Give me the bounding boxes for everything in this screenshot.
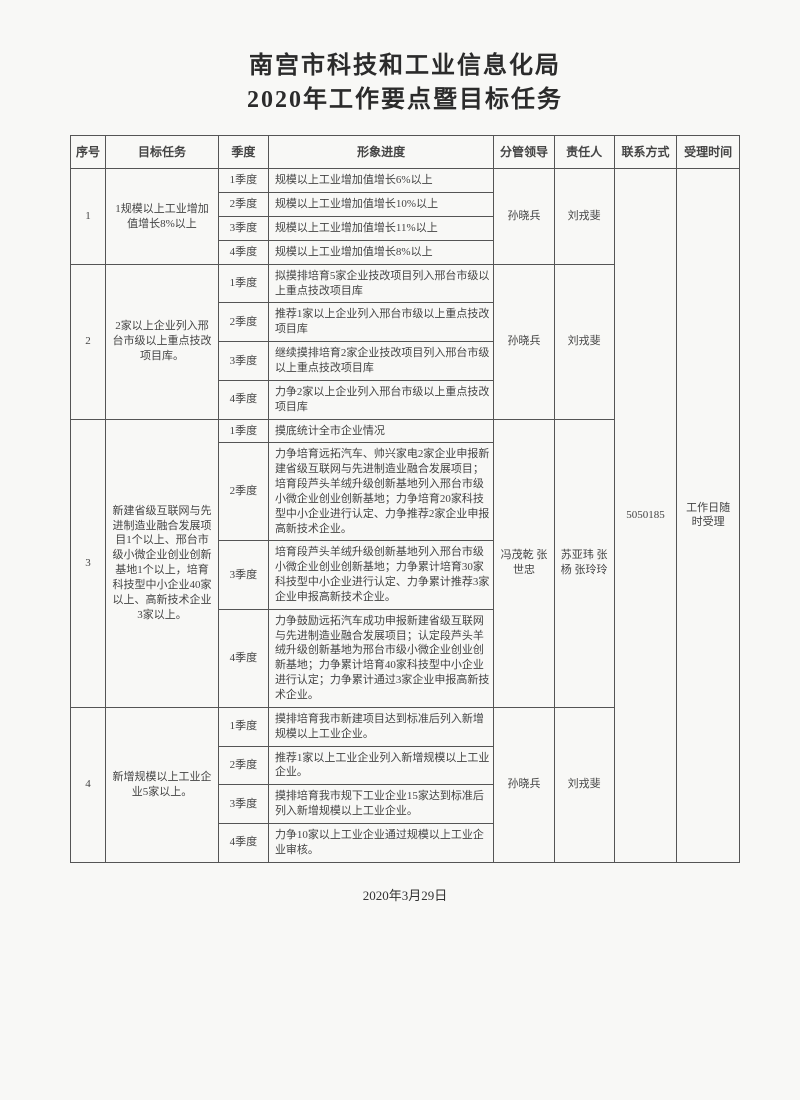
cell-qtr: 1季度 [218, 707, 268, 746]
cell-seq: 1 [71, 169, 106, 264]
title-line-2: 2020年工作要点暨目标任务 [247, 87, 563, 113]
footer-date: 2020年3月29日 [70, 885, 740, 904]
cell-sup: 冯茂乾 张世忠 [494, 419, 554, 707]
cell-prog: 规模以上工业增加值增长11%以上 [268, 217, 494, 241]
cell-qtr: 1季度 [218, 264, 268, 303]
cell-seq: 2 [71, 264, 106, 419]
cell-qtr: 4季度 [218, 609, 268, 707]
cell-qtr: 2季度 [218, 193, 268, 217]
table-row: 1 1规模以上工业增加值增长8%以上 1季度 规模以上工业增加值增长6%以上 孙… [71, 169, 740, 193]
col-seq: 序号 [71, 136, 106, 169]
cell-resp: 刘戎斐 [554, 707, 614, 862]
table-header-row: 序号 目标任务 季度 形象进度 分管领导 责任人 联系方式 受理时间 [71, 136, 740, 169]
cell-resp: 刘戎斐 [554, 264, 614, 419]
cell-seq: 4 [71, 707, 106, 862]
cell-qtr: 2季度 [218, 443, 268, 541]
cell-qtr: 3季度 [218, 342, 268, 381]
col-prog: 形象进度 [268, 136, 494, 169]
cell-task: 2家以上企业列入邢台市级以上重点技改项目库。 [106, 264, 219, 419]
cell-qtr: 2季度 [218, 303, 268, 342]
cell-prog: 力争鼓励远拓汽车成功申报新建省级互联网与先进制造业融合发展项目；认定段芦头羊绒升… [268, 609, 494, 707]
cell-qtr: 3季度 [218, 217, 268, 241]
document-title: 南宫市科技和工业信息化局 2020年工作要点暨目标任务 [70, 50, 740, 117]
col-resp: 责任人 [554, 136, 614, 169]
cell-qtr: 1季度 [218, 169, 268, 193]
cell-prog: 规模以上工业增加值增长10%以上 [268, 193, 494, 217]
cell-qtr: 4季度 [218, 240, 268, 264]
cell-prog: 规模以上工业增加值增长6%以上 [268, 169, 494, 193]
cell-prog: 继续摸排培育2家企业技改项目列入邢台市级以上重点技改项目库 [268, 342, 494, 381]
cell-prog: 摸底统计全市企业情况 [268, 419, 494, 443]
cell-prog: 摸排培育我市规下工业企业15家达到标准后列入新增规模以上工业企业。 [268, 785, 494, 824]
cell-sup: 孙晓兵 [494, 169, 554, 264]
cell-time: 工作日随时受理 [677, 169, 740, 862]
cell-seq: 3 [71, 419, 106, 707]
col-sup: 分管领导 [494, 136, 554, 169]
col-qtr: 季度 [218, 136, 268, 169]
cell-tel: 5050185 [614, 169, 677, 862]
cell-qtr: 4季度 [218, 823, 268, 862]
col-task: 目标任务 [106, 136, 219, 169]
cell-resp: 苏亚玮 张 杨 张玲玲 [554, 419, 614, 707]
table-body: 1 1规模以上工业增加值增长8%以上 1季度 规模以上工业增加值增长6%以上 孙… [71, 169, 740, 862]
cell-qtr: 4季度 [218, 380, 268, 419]
cell-resp: 刘戎斐 [554, 169, 614, 264]
cell-task: 新增规模以上工业企业5家以上。 [106, 707, 219, 862]
cell-task: 1规模以上工业增加值增长8%以上 [106, 169, 219, 264]
cell-qtr: 3季度 [218, 785, 268, 824]
cell-prog: 推荐1家以上工业企业列入新增规模以上工业企业。 [268, 746, 494, 785]
title-line-1: 南宫市科技和工业信息化局 [249, 53, 561, 79]
cell-sup: 孙晓兵 [494, 707, 554, 862]
cell-qtr: 1季度 [218, 419, 268, 443]
cell-prog: 培育段芦头羊绒升级创新基地列入邢台市级小微企业创业创新基地；力争累计培育30家科… [268, 541, 494, 609]
cell-prog: 力争2家以上企业列入邢台市级以上重点技改项目库 [268, 380, 494, 419]
col-time: 受理时间 [677, 136, 740, 169]
cell-qtr: 2季度 [218, 746, 268, 785]
document-page: 南宫市科技和工业信息化局 2020年工作要点暨目标任务 序号 目标任务 季度 形… [0, 0, 800, 1100]
cell-sup: 孙晓兵 [494, 264, 554, 419]
col-tel: 联系方式 [614, 136, 677, 169]
cell-qtr: 3季度 [218, 541, 268, 609]
cell-prog: 摸排培育我市新建项目达到标准后列入新增规模以上工业企业。 [268, 707, 494, 746]
cell-prog: 力争10家以上工业企业通过规模以上工业企业审核。 [268, 823, 494, 862]
cell-prog: 力争培育远拓汽车、帅兴家电2家企业申报新建省级互联网与先进制造业融合发展项目；培… [268, 443, 494, 541]
task-table: 序号 目标任务 季度 形象进度 分管领导 责任人 联系方式 受理时间 1 1规模… [70, 135, 740, 862]
cell-prog: 规模以上工业增加值增长8%以上 [268, 240, 494, 264]
cell-task: 新建省级互联网与先进制造业融合发展项目1个以上、邢台市级小微企业创业创新基地1个… [106, 419, 219, 707]
cell-prog: 推荐1家以上企业列入邢台市级以上重点技改项目库 [268, 303, 494, 342]
cell-prog: 拟摸排培育5家企业技改项目列入邢台市级以上重点技改项目库 [268, 264, 494, 303]
